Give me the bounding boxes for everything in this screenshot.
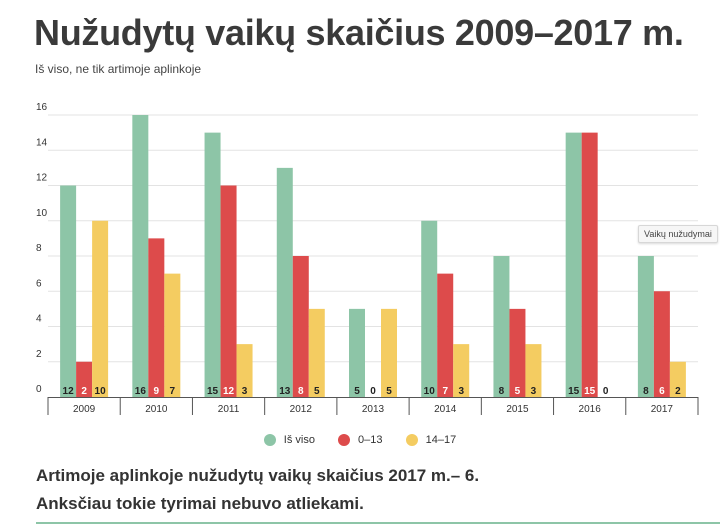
bar-0–13	[220, 185, 237, 397]
data-label: 0	[370, 386, 376, 397]
legend-dot-0-13	[338, 434, 351, 446]
data-label: 0	[603, 386, 609, 397]
data-label: 13	[279, 386, 291, 397]
x-tick-label: 2014	[434, 404, 457, 415]
data-label: 8	[643, 386, 649, 397]
bar-14–17	[453, 344, 470, 397]
y-tick-label: 6	[36, 278, 42, 289]
data-label: 7	[170, 386, 176, 397]
data-label: 5	[515, 386, 521, 397]
legend: Iš viso 0–13 14–17	[0, 434, 720, 449]
x-tick-label: 2017	[651, 404, 674, 415]
data-label: 16	[135, 386, 147, 397]
y-tick-label: 16	[36, 102, 48, 113]
bar-Iš viso	[493, 256, 510, 397]
data-label: 15	[568, 386, 580, 397]
x-tick-label: 2015	[506, 404, 529, 415]
footer-line-1: Artimoje aplinkoje nužudytų vaikų skaiči…	[36, 466, 480, 485]
data-label: 10	[424, 386, 436, 397]
data-label: 2	[81, 386, 87, 397]
y-tick-label: 12	[36, 173, 48, 184]
data-label: 5	[386, 386, 392, 397]
legend-label-0-13: 0–13	[358, 434, 383, 446]
legend-item-total[interactable]: Iš viso	[263, 434, 315, 446]
legend-dot-14-17	[405, 434, 418, 446]
chart-title: Nužudytų vaikų skaičius 2009–2017 m.	[34, 12, 684, 53]
data-label: 15	[584, 386, 596, 397]
y-tick-label: 2	[36, 349, 42, 360]
x-tick-label: 2010	[145, 404, 168, 415]
chart-subtitle: Iš viso, ne tik artimoje aplinkoje	[35, 62, 202, 76]
x-tick-label: 2009	[73, 404, 96, 415]
x-tick-label: 2012	[290, 404, 313, 415]
bar-0–13	[437, 273, 454, 397]
bar-14–17	[236, 344, 253, 397]
data-label: 8	[499, 386, 505, 397]
data-label: 12	[223, 386, 235, 397]
y-tick-label: 8	[36, 243, 42, 254]
y-tick-label: 0	[36, 384, 42, 395]
bar-0–13	[292, 256, 309, 397]
data-label: 3	[531, 386, 537, 397]
x-tick-label: 2016	[579, 404, 602, 415]
legend-item-0-13[interactable]: 0–13	[338, 434, 383, 446]
bar-Iš viso	[349, 308, 365, 397]
data-label: 3	[458, 386, 464, 397]
bar-Iš viso	[60, 185, 77, 397]
x-tick-label: 2013	[362, 404, 385, 415]
legend-dot-total	[263, 434, 276, 446]
y-tick-label: 10	[36, 208, 48, 219]
legend-item-14-17[interactable]: 14–17	[405, 434, 457, 446]
y-tick-label: 14	[36, 137, 48, 148]
data-label: 2	[675, 386, 681, 397]
bar-0–13	[653, 291, 670, 397]
data-label: 8	[298, 386, 304, 397]
bar-0–13	[76, 361, 93, 397]
data-label: 12	[63, 386, 75, 397]
legend-label-total: Iš viso	[283, 434, 315, 446]
data-label: 15	[207, 386, 219, 397]
data-label: 5	[314, 386, 320, 397]
bar-14–17	[669, 361, 686, 397]
bar-Iš viso	[637, 256, 654, 397]
bar-Iš viso	[132, 115, 149, 397]
data-label: 5	[354, 386, 360, 397]
tooltip: Vaikų nužudymai	[638, 225, 718, 243]
bar-Iš viso	[204, 132, 221, 397]
bar-0–13	[148, 238, 165, 397]
x-tick-label: 2011	[218, 404, 240, 415]
y-tick-label: 4	[36, 314, 42, 325]
bar-Iš viso	[565, 132, 582, 397]
data-label: 6	[659, 386, 665, 397]
bar-14–17	[525, 344, 542, 397]
bottom-divider	[36, 522, 720, 524]
bar-0–13	[581, 132, 598, 397]
data-label: 9	[154, 386, 160, 397]
legend-label-14-17: 14–17	[425, 434, 457, 446]
bar-Iš viso	[421, 220, 438, 397]
bar-14–17	[164, 273, 181, 397]
bar-Iš viso	[276, 167, 293, 397]
data-label: 10	[95, 386, 107, 397]
bar-14–17	[92, 220, 109, 397]
bar-14–17	[308, 308, 325, 397]
bar-0–13	[509, 308, 526, 397]
data-label: 3	[242, 386, 248, 397]
data-label: 7	[442, 386, 448, 397]
bar-14–17	[381, 308, 397, 397]
footer-line-2: Anksčiau tokie tyrimai nebuvo atliekami.	[36, 494, 364, 513]
